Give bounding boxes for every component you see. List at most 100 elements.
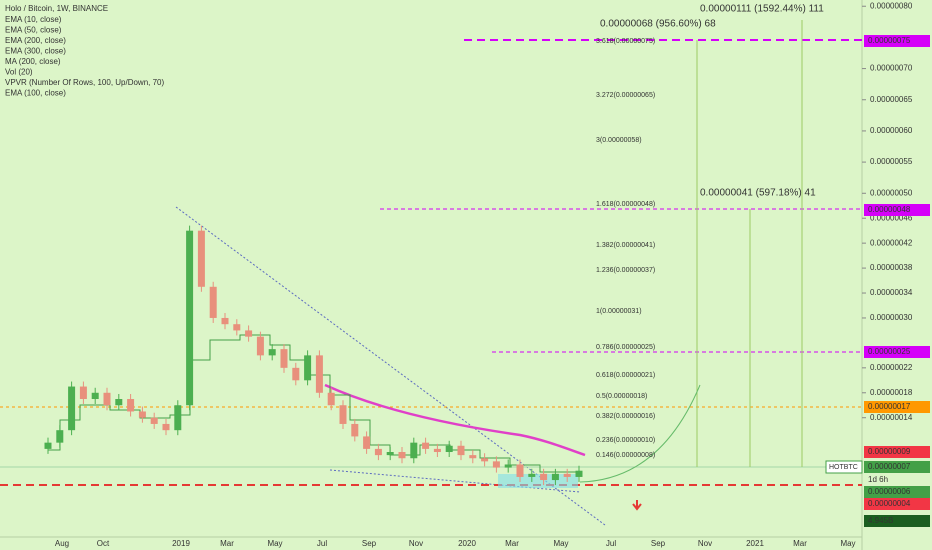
candle xyxy=(174,405,182,431)
x-tick-label: Sep xyxy=(362,539,377,548)
candle xyxy=(551,473,559,481)
fib-label: 3.618(0.00000075) xyxy=(596,38,655,45)
candle xyxy=(504,464,512,468)
candle xyxy=(162,423,170,431)
y-tick-label: 0.00000022 xyxy=(870,363,913,372)
candle xyxy=(445,445,453,453)
ema-line xyxy=(48,334,578,473)
price-flag xyxy=(864,474,930,486)
indicator-label: EMA (100, close) xyxy=(5,89,66,98)
price-flag-label: 0.00000009 xyxy=(868,447,911,456)
candle xyxy=(410,442,418,459)
indicator-label: EMA (10, close) xyxy=(5,15,62,24)
price-flag xyxy=(864,346,930,358)
y-tick-label: 0.00000065 xyxy=(870,95,913,104)
candle xyxy=(575,470,583,477)
candle xyxy=(245,330,253,337)
y-tick-label: 0.00000055 xyxy=(870,157,913,166)
candle xyxy=(374,448,382,456)
y-tick-label: 0.00000080 xyxy=(870,1,913,10)
x-tick-label: Mar xyxy=(793,539,807,548)
candle xyxy=(280,349,288,368)
fib-label: 1.618(0.00000048) xyxy=(596,201,655,208)
candle xyxy=(469,455,477,459)
y-tick-label: 0.00000046 xyxy=(870,213,913,222)
symbol-box xyxy=(825,460,863,474)
price-flag-label: 0.00000006 xyxy=(868,487,911,496)
price-flag-label: 0.00000025 xyxy=(868,347,911,356)
annotation: 0.00000068 (956.60%) 68 xyxy=(600,19,716,30)
x-tick-label: Nov xyxy=(409,539,423,548)
trend-line xyxy=(175,206,606,526)
indicator-label: Vol (20) xyxy=(5,68,33,77)
candle xyxy=(115,399,123,406)
indicator-label: EMA (300, close) xyxy=(5,47,66,56)
price-flag xyxy=(864,498,930,510)
price-flag xyxy=(864,461,930,473)
y-tick-label: 0.00000050 xyxy=(870,188,913,197)
symbol-label: HOTBTC xyxy=(829,464,858,471)
fib-label: 1.382(0.00000041) xyxy=(596,242,655,249)
annotation: 0.00000041 (597.18%) 41 xyxy=(700,188,816,199)
candle xyxy=(197,230,205,287)
candle xyxy=(44,442,52,449)
y-tick-label: 0.00000042 xyxy=(870,238,913,247)
indicator-label: MA (200, close) xyxy=(5,57,61,66)
x-tick-label: Jul xyxy=(317,539,327,548)
fib-label: 0.382(0.00000016) xyxy=(596,413,655,420)
ma-line xyxy=(324,383,586,457)
candle xyxy=(79,386,87,400)
candle xyxy=(315,355,323,393)
indicator-label: VPVR (Number Of Rows, 100, Up/Down, 70) xyxy=(5,78,165,87)
price-flag-label: 0.00000007 xyxy=(868,462,911,471)
candle xyxy=(516,464,524,477)
candle xyxy=(304,355,312,381)
candle xyxy=(363,436,371,449)
candle xyxy=(233,324,241,331)
fib-label: 0.236(0.00000010) xyxy=(596,437,655,444)
y-tick-label: 0.00000034 xyxy=(870,288,913,297)
candle xyxy=(268,349,276,356)
fib-label: 0.146(0.00000008) xyxy=(596,452,655,459)
candle xyxy=(422,442,430,449)
price-flag xyxy=(864,515,930,527)
candle xyxy=(339,405,347,424)
candle xyxy=(68,386,76,431)
indicator-label: EMA (200, close) xyxy=(5,36,66,45)
candle xyxy=(386,452,394,456)
x-tick-label: Mar xyxy=(220,539,234,548)
indicator-label: EMA (50, close) xyxy=(5,26,62,35)
candle xyxy=(351,423,359,437)
candle xyxy=(481,458,489,462)
price-flag xyxy=(864,204,930,216)
candle xyxy=(221,317,229,325)
price-flag xyxy=(864,446,930,458)
x-tick-label: Mar xyxy=(505,539,519,548)
y-tick-label: 0.00000018 xyxy=(870,388,913,397)
fib-label: 3.272(0.00000065) xyxy=(596,92,655,99)
fib-label: 1(0.00000031) xyxy=(596,308,642,315)
fib-label: 0.5(0.00000018) xyxy=(596,393,647,400)
candle xyxy=(209,286,217,318)
price-flag-label: 1d 6h xyxy=(868,475,888,484)
price-flag-label: 0.00000017 xyxy=(868,402,911,411)
price-flag-label: 4.945B xyxy=(868,516,893,525)
x-tick-label: May xyxy=(553,539,568,548)
y-tick-label: 0.00000060 xyxy=(870,126,913,135)
annotation: 0.00000111 (1592.44%) 111 xyxy=(700,4,824,15)
candle xyxy=(150,417,158,424)
y-tick-label: 0.00000014 xyxy=(870,413,913,422)
candle xyxy=(91,392,99,400)
x-tick-label: 2020 xyxy=(458,539,476,548)
candle xyxy=(292,367,300,381)
candle xyxy=(138,411,146,418)
x-tick-label: Jul xyxy=(606,539,616,548)
y-tick-label: 0.00000038 xyxy=(870,263,913,272)
candle xyxy=(563,473,571,477)
candle xyxy=(457,445,465,456)
fib-label: 3(0.00000058) xyxy=(596,137,642,144)
price-flag xyxy=(864,486,930,498)
x-tick-label: 2021 xyxy=(746,539,764,548)
candle xyxy=(127,399,135,412)
